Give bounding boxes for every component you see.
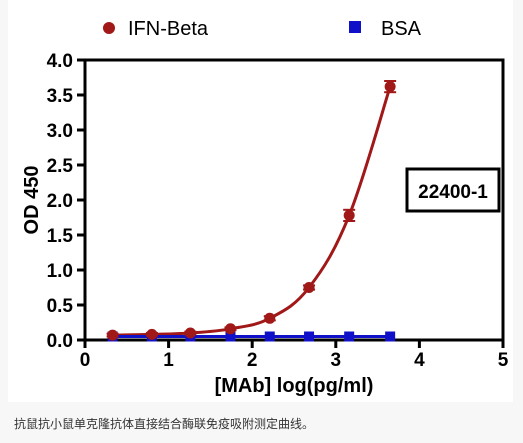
chart-svg: 0.0 0.5 1.0 1.5 2.0 2.5 3.0 3.5 4.0 0 1 2 3 4 5 [MAb] l… (21, 18, 509, 397)
y-tick-label: 4.0 (47, 51, 73, 72)
x-tick-label: 0 (80, 350, 91, 371)
chart-figure: 0.0 0.5 1.0 1.5 2.0 2.5 3.0 3.5 4.0 0 1 2 3 4 5 [MAb] l… (8, 0, 513, 402)
legend-label-ifn-beta: IFN-Beta (128, 18, 209, 40)
ifn-beta-point (107, 329, 119, 341)
y-axis-label: OD 450 (21, 166, 43, 235)
y-tick-label: 3.5 (47, 86, 74, 107)
y-tick-label: 0.0 (47, 331, 73, 352)
annotation-label: 22400-1 (418, 182, 488, 203)
y-tick-label: 1.5 (47, 226, 74, 247)
x-tick-label: 1 (163, 350, 174, 371)
x-tick-label: 3 (331, 350, 342, 371)
legend-label-bsa: BSA (381, 18, 422, 40)
figure-caption: 抗鼠抗小鼠单克隆抗体直接结合酶联免疫吸附测定曲线。 (14, 417, 315, 431)
bsa-point (344, 331, 355, 342)
ifn-beta-point (343, 209, 355, 221)
ifn-beta-point (303, 282, 315, 293)
x-axis-label: [MAb] log(pg/ml) (215, 375, 374, 397)
y-tick-label: 2.5 (47, 156, 74, 177)
x-tick-label: 5 (498, 350, 509, 371)
ifn-beta-point (146, 328, 158, 340)
legend-marker-ifn-beta (103, 22, 115, 34)
y-tick-label: 3.0 (47, 121, 73, 142)
ifn-beta-point (184, 327, 196, 339)
y-tick-label: 1.0 (47, 261, 73, 282)
y-tick-label: 2.0 (47, 191, 73, 212)
x-tick-label: 4 (414, 350, 425, 371)
ifn-beta-point (264, 312, 276, 324)
y-tick-label: 0.5 (47, 296, 74, 317)
annotation-box (405, 167, 501, 213)
bsa-point (225, 331, 236, 342)
legend-marker-bsa (349, 21, 361, 33)
bsa-point (385, 331, 396, 342)
ifn-beta-point (384, 81, 396, 93)
bsa-point (264, 331, 275, 342)
x-tick-label: 2 (247, 350, 258, 371)
ifn-beta-point (224, 323, 236, 335)
bsa-point (304, 331, 315, 342)
